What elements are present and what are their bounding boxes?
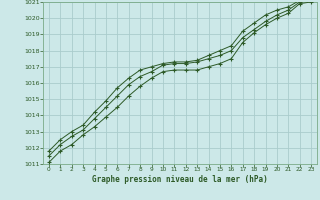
X-axis label: Graphe pression niveau de la mer (hPa): Graphe pression niveau de la mer (hPa) [92,175,268,184]
